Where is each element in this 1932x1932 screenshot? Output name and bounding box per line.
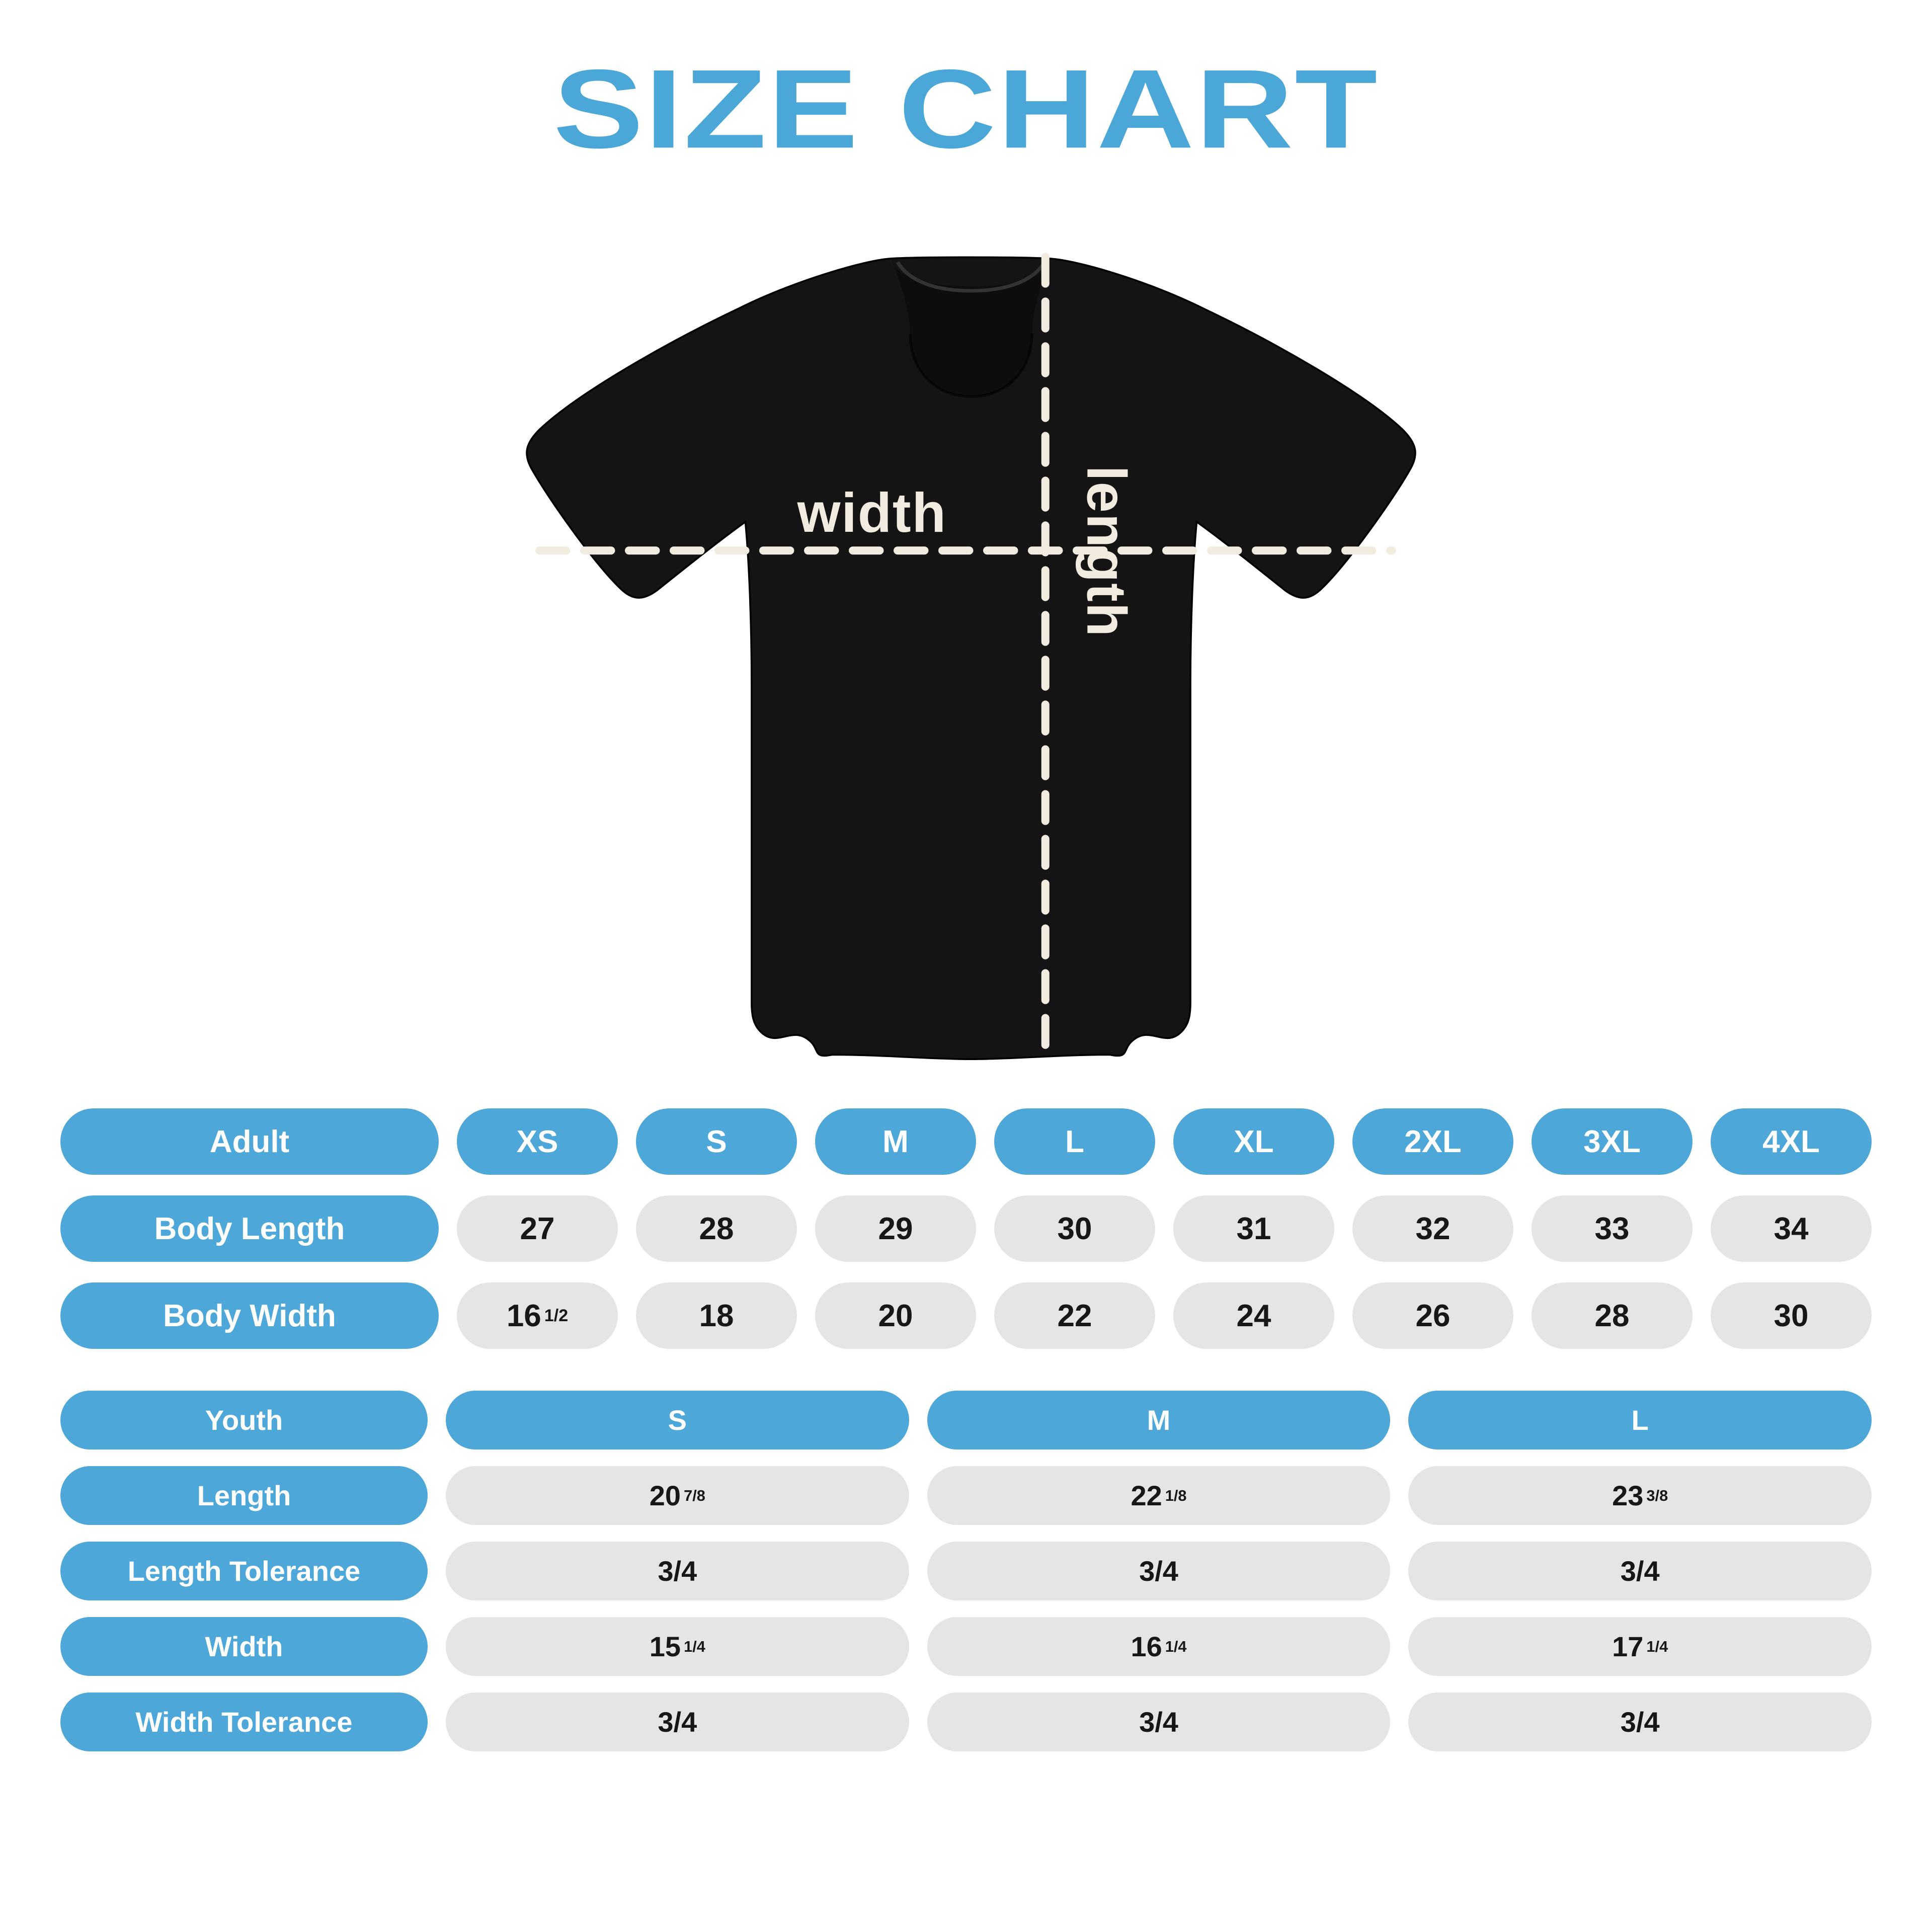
svg-text:length: length [1075, 465, 1137, 637]
svg-text:width: width [797, 482, 947, 544]
